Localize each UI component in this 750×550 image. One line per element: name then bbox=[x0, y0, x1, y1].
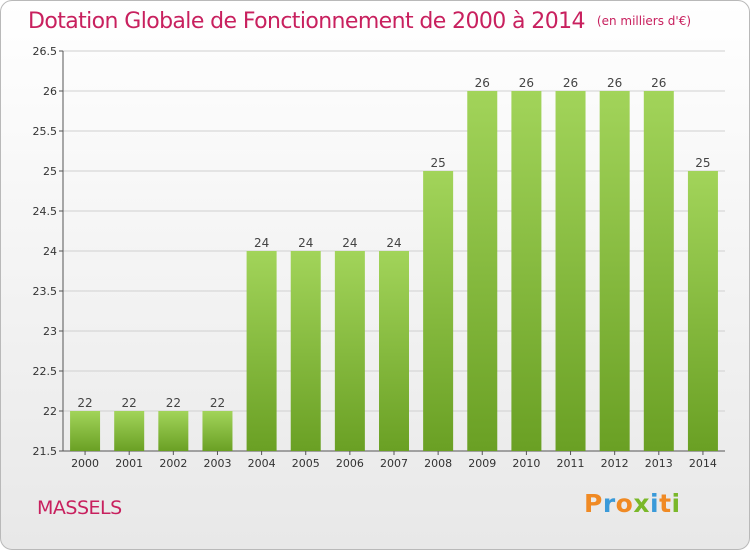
bar bbox=[290, 251, 321, 451]
bar bbox=[599, 91, 630, 451]
logo-letter: x bbox=[633, 489, 650, 518]
bar-value-label: 26 bbox=[519, 76, 534, 90]
bar bbox=[246, 251, 277, 451]
x-tick-label: 2006 bbox=[336, 457, 364, 470]
y-tick-label: 26 bbox=[43, 85, 57, 98]
y-tick-label: 24.5 bbox=[33, 205, 58, 218]
bar bbox=[423, 171, 454, 451]
logo-letter: t bbox=[659, 489, 672, 518]
chart-title-text: Dotation Globale de Fonctionnement de 20… bbox=[28, 9, 586, 34]
x-tick-label: 2010 bbox=[512, 457, 540, 470]
bars bbox=[70, 91, 718, 451]
proxiti-logo[interactable]: Proxiti bbox=[584, 489, 681, 518]
bar bbox=[467, 91, 498, 451]
x-tick-label: 2003 bbox=[203, 457, 231, 470]
x-tick-label: 2001 bbox=[115, 457, 143, 470]
x-tick-label: 2009 bbox=[468, 457, 496, 470]
bar bbox=[158, 411, 189, 451]
bar-value-label: 22 bbox=[210, 396, 225, 410]
x-tick-label: 2004 bbox=[248, 457, 276, 470]
bar bbox=[114, 411, 145, 451]
x-tick-label: 2013 bbox=[645, 457, 673, 470]
logo-letter: o bbox=[615, 489, 634, 518]
bar-value-label: 25 bbox=[430, 156, 445, 170]
bar-value-label: 26 bbox=[563, 76, 578, 90]
bar bbox=[687, 171, 718, 451]
logo-letter: P bbox=[584, 489, 603, 518]
chart-title: Dotation Globale de Fonctionnement de 20… bbox=[28, 9, 691, 34]
bar bbox=[334, 251, 365, 451]
bar bbox=[555, 91, 586, 451]
bar-value-label: 26 bbox=[475, 76, 490, 90]
bar-value-label: 24 bbox=[386, 236, 401, 250]
y-tick-label: 21.5 bbox=[33, 445, 58, 458]
bar bbox=[202, 411, 233, 451]
y-tick-label: 22.5 bbox=[33, 365, 58, 378]
x-tick-label: 2014 bbox=[689, 457, 717, 470]
x-tick-label: 2002 bbox=[159, 457, 187, 470]
x-tick-label: 2012 bbox=[601, 457, 629, 470]
bar bbox=[70, 411, 101, 451]
y-tick-label: 26.5 bbox=[33, 45, 58, 58]
x-tick-label: 2008 bbox=[424, 457, 452, 470]
bar-value-label: 24 bbox=[298, 236, 313, 250]
y-tick-label: 25.5 bbox=[33, 125, 58, 138]
bar-value-label: 22 bbox=[77, 396, 92, 410]
chart-unit-label: (en milliers d'€) bbox=[596, 14, 692, 28]
y-tick-label: 24 bbox=[43, 245, 57, 258]
bar bbox=[511, 91, 542, 451]
town-name: MASSELS bbox=[37, 497, 122, 519]
bar-value-label: 22 bbox=[122, 396, 137, 410]
bar-value-label: 26 bbox=[607, 76, 622, 90]
bar-value-label: 24 bbox=[254, 236, 269, 250]
bar-value-label: 26 bbox=[651, 76, 666, 90]
bar-value-label: 22 bbox=[166, 396, 181, 410]
logo-letter: r bbox=[602, 489, 616, 518]
x-tick-label: 2007 bbox=[380, 457, 408, 470]
y-tick-label: 23.5 bbox=[33, 285, 58, 298]
logo-letter: i bbox=[671, 489, 681, 518]
bar-value-label: 24 bbox=[342, 236, 357, 250]
x-tick-label: 2000 bbox=[71, 457, 99, 470]
x-tick-label: 2011 bbox=[557, 457, 585, 470]
labels: 21.5 22 22.5 23 23.5 24 24.5 25 25.5 26 26.5 22 2000… bbox=[33, 45, 717, 470]
bar-value-label: 25 bbox=[695, 156, 710, 170]
bar bbox=[643, 91, 674, 451]
logo-letter: i bbox=[650, 489, 660, 518]
y-tick-label: 25 bbox=[43, 165, 57, 178]
y-tick-label: 23 bbox=[43, 325, 57, 338]
bar bbox=[379, 251, 409, 451]
y-tick-label: 22 bbox=[43, 405, 57, 418]
x-tick-label: 2005 bbox=[292, 457, 320, 470]
